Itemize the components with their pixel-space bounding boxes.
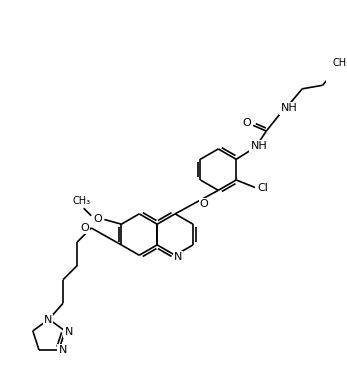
Text: O: O — [200, 199, 209, 209]
Text: CH₃: CH₃ — [332, 58, 347, 68]
Text: Cl: Cl — [257, 183, 268, 192]
Text: O: O — [242, 118, 251, 127]
Text: N: N — [58, 345, 67, 355]
Text: O: O — [93, 215, 102, 224]
Text: N: N — [65, 327, 73, 337]
Text: NH: NH — [280, 104, 297, 113]
Text: O: O — [80, 223, 89, 233]
Text: N: N — [174, 252, 182, 262]
Text: NH: NH — [251, 141, 267, 151]
Text: CH₃: CH₃ — [73, 196, 91, 206]
Text: N: N — [44, 315, 52, 325]
